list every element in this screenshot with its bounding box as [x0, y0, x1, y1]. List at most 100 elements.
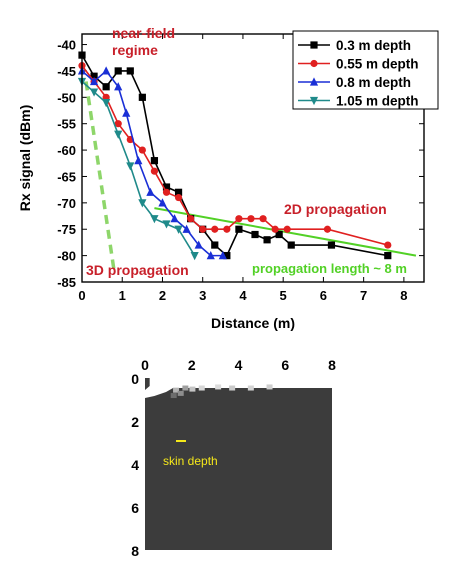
skin-depth-heatmap: 0 2 4 6 8 0 2 4 6 8 skin depth — [131, 357, 336, 559]
y-tick-label: -45 — [57, 64, 76, 79]
legend-items: 0.3 m depth 0.55 m depth 0.8 m depth 1.05 m… — [298, 38, 419, 109]
y-tick-label: -85 — [57, 275, 76, 290]
data-point — [211, 225, 219, 233]
top-y-tick-labels: -40 -45 -50 -55 -60 -65 -70 -75 -80 -85 — [57, 38, 76, 290]
annotation-propagation-length: propagation length ~ 8 m — [252, 261, 407, 276]
heatmap-x-tick-label: 4 — [235, 357, 243, 373]
data-point — [89, 76, 99, 86]
data-point — [174, 193, 183, 202]
data-point — [182, 224, 191, 233]
heatmap-y-tick-label: 0 — [131, 371, 139, 387]
heatmap-cell — [170, 393, 177, 399]
guide-lines — [84, 81, 417, 272]
y-tick-label: -50 — [57, 90, 76, 105]
legend-marker — [310, 59, 318, 68]
3d-propagation-guide-line — [84, 81, 116, 272]
data-point — [150, 157, 159, 165]
x-tick-label: 0 — [78, 288, 85, 303]
data-point — [211, 241, 219, 249]
series-line — [81, 80, 196, 257]
data-point — [162, 188, 171, 196]
data-point — [138, 199, 147, 208]
legend-item: 0.3 m depth — [298, 38, 411, 53]
data-point — [271, 225, 279, 233]
data-point — [114, 120, 122, 128]
heatmap-y-tick-label: 8 — [131, 543, 139, 559]
data-point — [150, 167, 159, 175]
data-point — [384, 252, 392, 260]
heatmap-cell — [173, 387, 180, 393]
heatmap-cell — [266, 384, 273, 390]
data-point — [194, 240, 203, 249]
data-point — [170, 214, 179, 223]
heatmap-surface-band — [145, 378, 332, 402]
legend-label: 0.8 m depth — [336, 75, 411, 90]
surface-band — [149, 378, 332, 388]
skin-depth-label: skin depth — [163, 454, 218, 468]
x-axis-title: Distance (m) — [211, 315, 295, 331]
near-field-annotation: near-field regime — [112, 25, 179, 58]
data-point — [259, 215, 267, 223]
heatmap-cell — [215, 384, 222, 390]
heatmap-cell — [198, 385, 205, 391]
bottom-x-tick-labels: 0 2 4 6 8 — [141, 357, 336, 373]
top-plot-frame — [81, 33, 425, 283]
y-tick-label: -55 — [57, 117, 76, 132]
heatmap-cell — [189, 386, 196, 392]
data-point — [235, 215, 243, 223]
y-tick-label: -65 — [57, 169, 76, 184]
data-point — [323, 225, 332, 233]
data-point — [150, 215, 159, 224]
annotation-2d-propagation: 2D propagation — [284, 201, 387, 217]
data-point — [122, 108, 131, 117]
y-tick-label: -80 — [57, 249, 76, 264]
data-point — [126, 162, 135, 171]
data-point — [102, 83, 110, 91]
data-point — [114, 82, 123, 91]
x-tick-label: 1 — [119, 288, 126, 303]
data-point — [138, 146, 146, 154]
x-tick-label: 2 — [159, 288, 166, 303]
series-4 — [77, 77, 199, 261]
data-point — [146, 187, 155, 196]
data-point — [126, 67, 134, 75]
data-point — [102, 98, 111, 108]
heatmap-cell — [247, 385, 254, 391]
legend-item: 1.05 m depth — [298, 94, 419, 109]
data-point — [327, 241, 336, 249]
data-point — [134, 156, 143, 165]
legend-marker — [309, 96, 319, 106]
data-point — [223, 225, 231, 233]
data-point — [102, 66, 111, 75]
top-series — [77, 51, 392, 261]
data-point — [384, 241, 392, 249]
data-point — [89, 88, 99, 97]
heatmap-x-tick-label: 6 — [281, 357, 289, 373]
series-3 — [77, 66, 227, 260]
legend-marker — [310, 41, 318, 49]
data-point — [287, 241, 295, 249]
x-tick-label: 8 — [400, 288, 407, 303]
data-point — [174, 225, 183, 234]
data-point — [114, 130, 123, 139]
data-point — [138, 93, 146, 101]
heatmap-cell — [229, 385, 236, 391]
data-point — [162, 183, 171, 191]
data-point — [199, 225, 207, 233]
data-point — [251, 230, 259, 239]
legend: 0.3 m depth 0.55 m depth 0.8 m depth 1.05 m… — [292, 30, 439, 110]
legend-item: 0.55 m depth — [298, 57, 419, 72]
y-tick-label: -75 — [57, 222, 76, 237]
y-tick-label: -60 — [57, 143, 76, 158]
data-point — [158, 198, 167, 207]
y-axis-title: Rx signal (dBm) — [17, 105, 33, 212]
data-point — [218, 251, 227, 260]
y-tick-label: -70 — [57, 196, 76, 211]
data-point — [275, 230, 283, 239]
legend-item: 0.8 m depth — [298, 75, 411, 90]
data-point — [162, 220, 171, 229]
heatmap-cell — [182, 385, 189, 391]
top-x-tick-labels: 0 1 2 3 4 5 6 7 8 — [78, 288, 407, 303]
legend-marker — [309, 77, 319, 86]
rx-signal-chart: 0 1 2 3 4 5 6 7 8 -40 -45 -50 -55 -60 -65 -70 -75 -80 -85… — [17, 25, 439, 331]
